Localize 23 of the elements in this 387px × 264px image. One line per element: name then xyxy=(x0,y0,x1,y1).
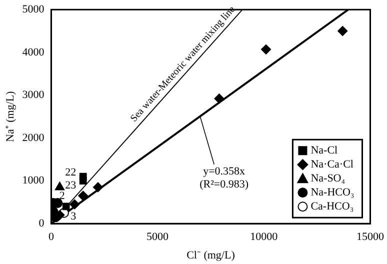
legend-label: Na-Cl xyxy=(310,144,338,156)
y-tick-label: 2000 xyxy=(22,132,45,144)
annotation: 22 xyxy=(65,166,76,178)
x-tick-label: 0 xyxy=(48,231,54,244)
legend-label: Na-HCO₃ xyxy=(310,186,354,198)
x-tick-label: 15000 xyxy=(356,231,384,244)
x-tick-label: 5000 xyxy=(146,231,170,244)
x-tick-label: 10000 xyxy=(250,231,278,244)
legend-label: Ca-HCO₃ xyxy=(310,200,354,212)
annotation: y=0.358x xyxy=(203,166,246,178)
annotation: 2 xyxy=(59,190,65,202)
y-axis-title: Na⁺ (mg/L) xyxy=(4,90,16,142)
y-tick-label: 1000 xyxy=(22,174,45,187)
annotation: 23 xyxy=(65,180,77,192)
legend-label: Na-SO₄ xyxy=(310,172,346,184)
y-tick-label: 4000 xyxy=(22,46,45,58)
y-tick-label: 3000 xyxy=(22,89,45,102)
y-tick-label: 0 xyxy=(38,217,45,230)
annotation: 3 xyxy=(70,210,77,223)
y-tick-label: 5000 xyxy=(22,3,45,16)
x-axis-title: Cl⁻ (mg/L) xyxy=(186,249,236,262)
annotation: (R²=0.983) xyxy=(200,178,249,191)
legend-label: Na·Ca·Cl xyxy=(310,158,354,170)
